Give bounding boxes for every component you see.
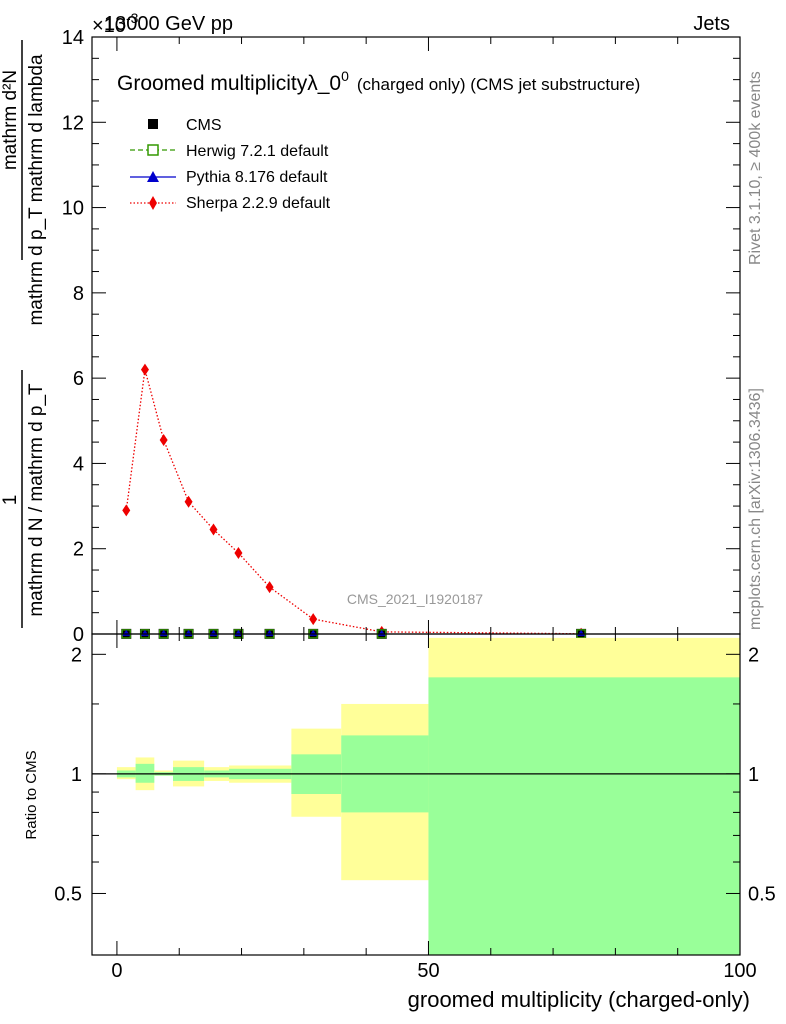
main-ytick-label: 10 <box>62 198 84 220</box>
legend-cms-marker <box>148 119 158 129</box>
ratio-band-inner <box>428 677 740 955</box>
axis-multiplier-exp: -3 <box>126 10 139 26</box>
sherpa-point <box>159 433 168 446</box>
legend-sherpa-label: Sherpa 2.2.9 default <box>186 195 331 212</box>
ratio-band-inner <box>135 763 155 783</box>
main-ytick-label: 2 <box>73 539 84 561</box>
xtick-label: 0 <box>111 960 122 982</box>
xtick-label: 100 <box>723 960 756 982</box>
category-label: Jets <box>693 13 730 35</box>
legend-sherpa-marker <box>149 196 157 210</box>
mcplots-label: mcplots.cern.ch [arXiv:1306.3436] <box>747 388 764 630</box>
ylabel-main: mathrm d p_T mathrm d lambda <box>26 54 47 325</box>
ratio-ytick-label-left: 2 <box>71 644 82 666</box>
ratio-bands <box>116 637 740 955</box>
ylabel-fraction-one: 1 <box>0 495 21 506</box>
axis-multiplier-base: ×10 <box>92 15 126 37</box>
ylabel-numerator: mathrm d²N <box>0 70 21 170</box>
ratio-frame <box>91 633 741 956</box>
ratio-ytick-label-right: 2 <box>748 644 759 666</box>
legend-herwig-label: Herwig 7.2.1 default <box>186 143 329 160</box>
main-ytick-label: 14 <box>62 27 84 49</box>
main-ytick-label: 4 <box>73 453 84 475</box>
ratio-y-ticks: 0.5 0.5 1 1 2 2 <box>54 644 776 905</box>
legend-pythia-label: Pythia 8.176 default <box>186 169 328 186</box>
ratio-ytick-label-left: 0.5 <box>54 883 82 905</box>
xtick-label: 50 <box>417 960 439 982</box>
main-ytick-label: 6 <box>73 368 84 390</box>
legend: CMS Herwig 7.2.1 default Pythia 8.176 de… <box>130 117 331 212</box>
ratio-ytick-label-right: 1 <box>748 764 759 786</box>
sherpa-point <box>265 581 274 594</box>
main-y-label: 1 mathrm d N / mathrm d p_T mathrm d²N m… <box>0 40 47 628</box>
sherpa-point <box>309 613 318 626</box>
x-axis-label: groomed multiplicity (charged-only) <box>408 987 750 1012</box>
main-title-sup: 0 <box>341 68 349 84</box>
main-ytick-label: 12 <box>62 112 84 134</box>
ylabel-denominator: mathrm d N / mathrm d p_T <box>26 383 47 617</box>
watermark: CMS_2021_I1920187 <box>347 591 483 607</box>
axis-multiplier: ×10-3 <box>92 10 139 37</box>
energy-label: 13000 GeV pp <box>104 13 233 35</box>
sherpa-point <box>184 495 193 508</box>
main-ytick-label: 0 <box>73 624 84 646</box>
legend-cms-label: CMS <box>186 117 222 134</box>
main-subtitle: (charged only) (CMS jet substructure) <box>357 75 640 94</box>
main-y-ticks: 0 2 4 6 8 10 12 14 <box>62 27 740 646</box>
main-ytick-label: 8 <box>73 283 84 305</box>
legend-herwig-marker <box>147 144 159 156</box>
legend-pythia-marker <box>147 171 159 182</box>
ratio-y-label: Ratio to CMS <box>23 750 40 839</box>
sherpa-point <box>234 546 243 559</box>
main-title-text: Groomed multiplicityλ_0 <box>117 72 341 95</box>
sherpa-point <box>209 523 218 536</box>
main-title: Groomed multiplicityλ_00 (charged only) (… <box>117 68 640 95</box>
sherpa-point <box>140 363 149 376</box>
ratio-ytick-label-left: 1 <box>71 764 82 786</box>
ratio-ytick-label-right: 0.5 <box>748 883 776 905</box>
sherpa-point <box>122 504 131 517</box>
rivet-label: Rivet 3.1.10, ≥ 400k events <box>747 71 764 265</box>
x-ticks: 0 50 100 <box>111 37 757 982</box>
